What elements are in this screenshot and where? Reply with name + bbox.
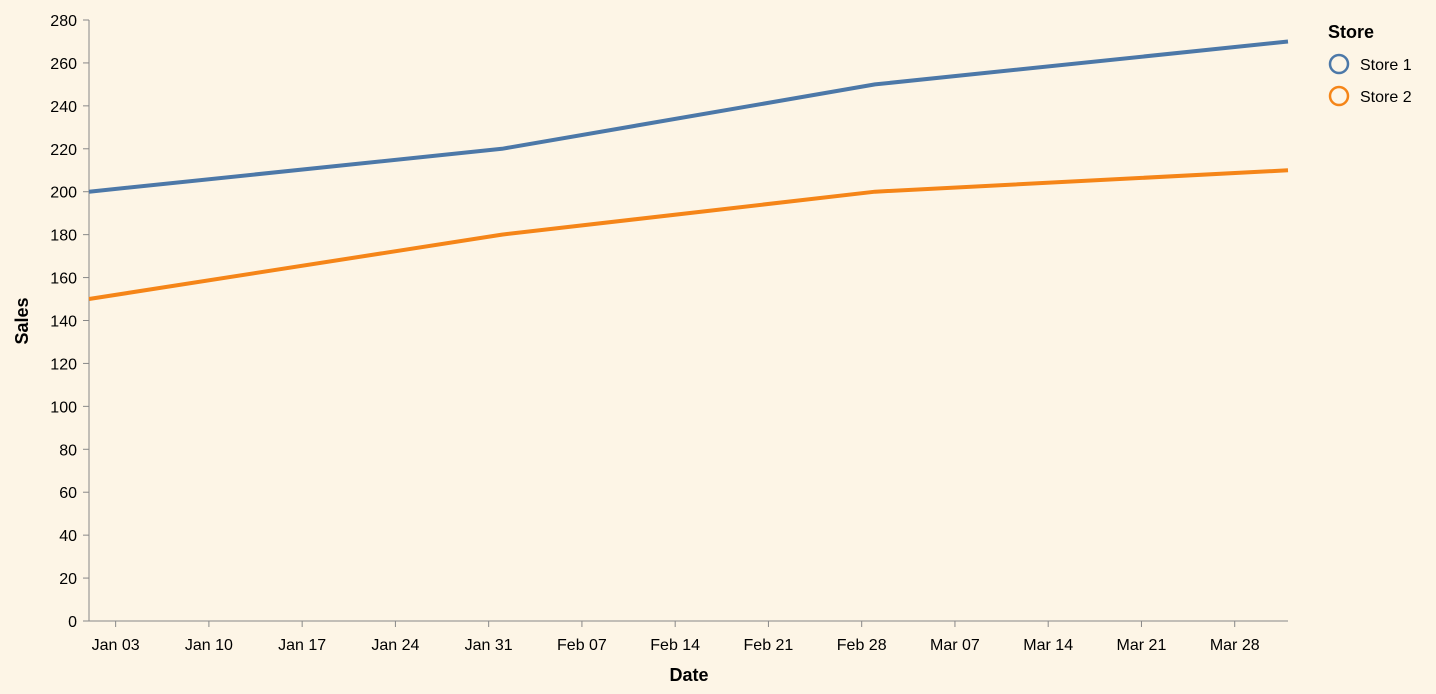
series-line-store-2	[88, 168, 1289, 301]
y-tick-label: 0	[68, 614, 77, 631]
y-tick-label: 160	[50, 271, 77, 288]
x-tick-label: Feb 21	[744, 637, 794, 654]
y-tick-label: 260	[50, 56, 77, 73]
legend-label: Store 1	[1360, 57, 1412, 74]
legend-item: Store 2	[1328, 85, 1412, 107]
legend-title: Store	[1328, 22, 1374, 42]
x-tick-label: Jan 24	[371, 637, 419, 654]
x-tick-label: Feb 07	[557, 637, 607, 654]
legend: Store Store 1 Store 2	[1328, 22, 1412, 107]
y-tick-label: 40	[59, 528, 77, 545]
y-tick-label: 220	[50, 142, 77, 159]
y-tick-label: 100	[50, 399, 77, 416]
x-tick-label: Mar 07	[930, 637, 980, 654]
legend-label: Store 2	[1360, 89, 1412, 106]
y-tick-label: 60	[59, 485, 77, 502]
x-tick-label: Mar 14	[1023, 637, 1073, 654]
y-tick-label: 120	[50, 356, 77, 373]
y-tick-label: 80	[59, 442, 77, 459]
x-tick-label: Mar 28	[1210, 637, 1260, 654]
x-tick-label: Mar 21	[1117, 637, 1167, 654]
legend-item: Store 1	[1328, 53, 1412, 75]
x-tick-label: Jan 03	[92, 637, 140, 654]
x-tick-label: Jan 31	[465, 637, 513, 654]
series-line-store-1	[88, 39, 1289, 194]
y-tick-label: 200	[50, 185, 77, 202]
series-lines	[88, 39, 1289, 301]
legend-symbol	[1328, 53, 1350, 75]
y-tick-label: 140	[50, 314, 77, 331]
legend-symbol	[1328, 85, 1350, 107]
y-tick-label: 240	[50, 99, 77, 116]
y-axis: 0 20 40 60 80 100 120 140 160 180 200 220 240 260 280	[50, 13, 90, 631]
x-axis-title: Date	[669, 665, 708, 685]
x-tick-label: Feb 14	[650, 637, 700, 654]
y-axis-title: Sales	[12, 297, 32, 344]
x-tick-label: Feb 28	[837, 637, 887, 654]
y-tick-label: 180	[50, 228, 77, 245]
x-tick-label: Jan 17	[278, 637, 326, 654]
y-tick-label: 280	[50, 13, 77, 30]
x-tick-label: Jan 10	[185, 637, 233, 654]
y-tick-label: 20	[59, 571, 77, 588]
x-axis: Jan 03 Jan 10 Jan 17 Jan 24 Jan 31 Feb 07 Feb …	[89, 620, 1288, 654]
